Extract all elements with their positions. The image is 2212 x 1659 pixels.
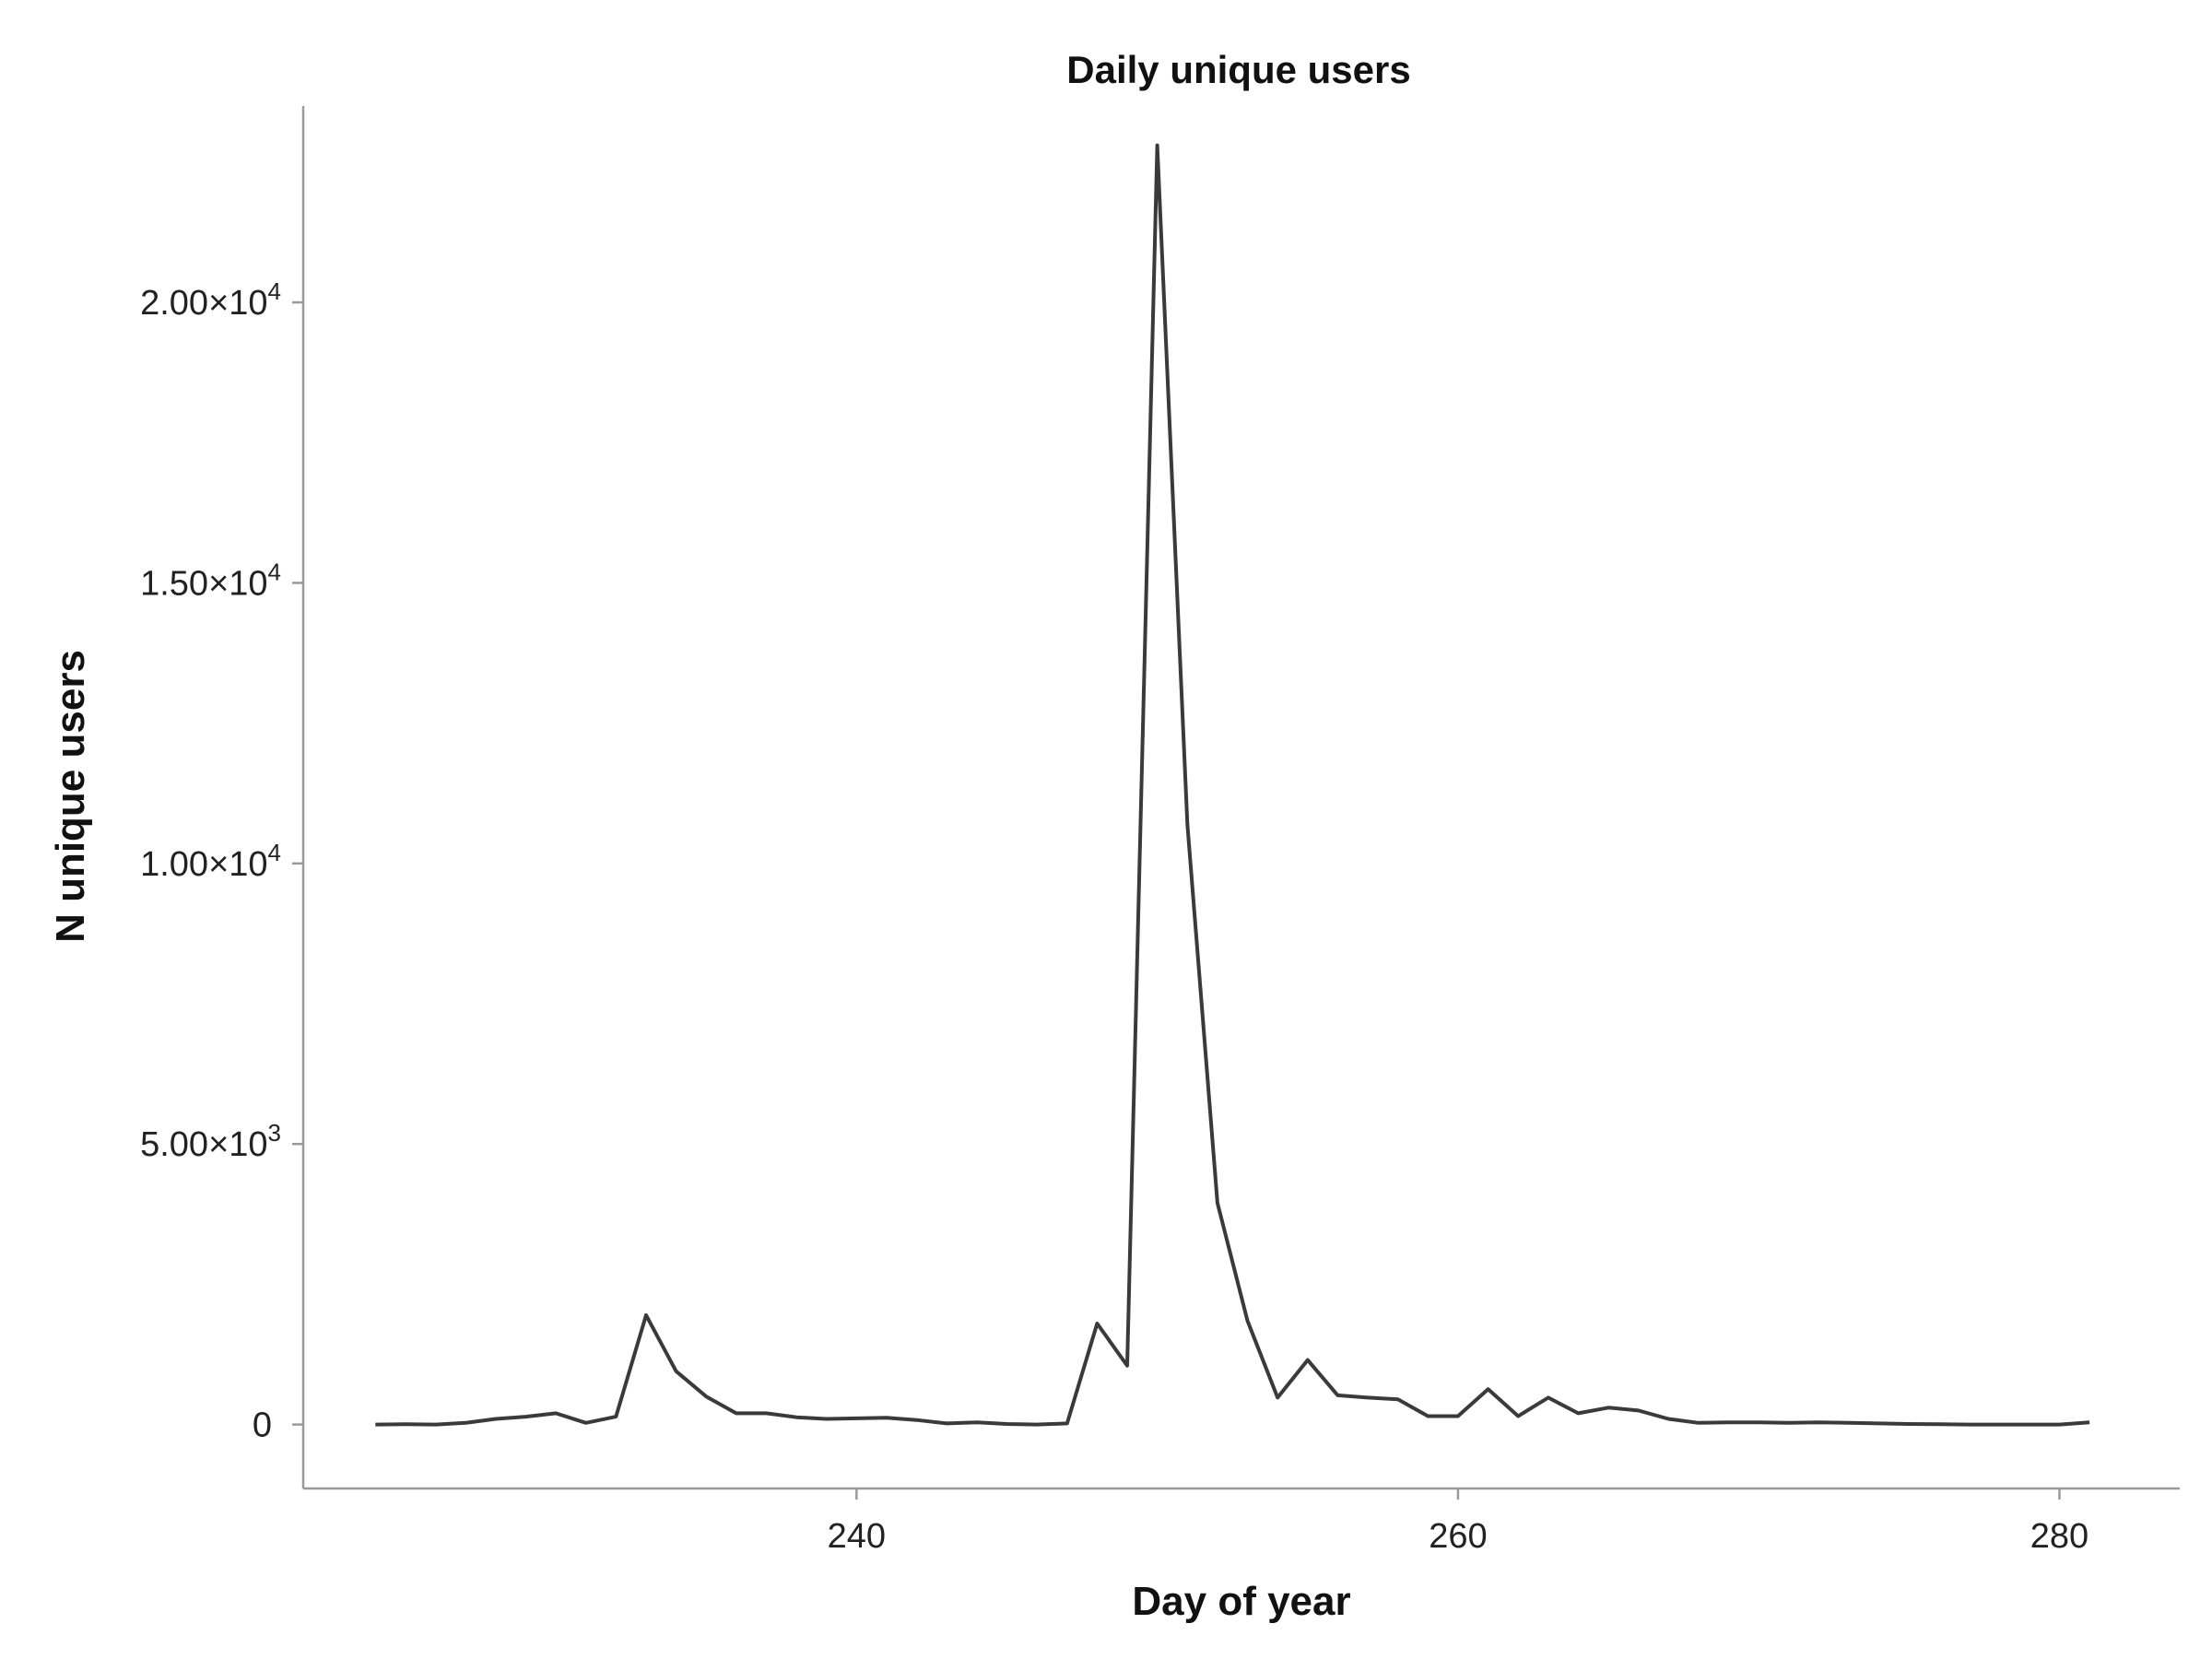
x-axis-label: Day of year (1132, 1579, 1350, 1624)
x-tick-label: 280 (2030, 1517, 2088, 1556)
x-ticks: 240 260 280 (828, 1488, 2088, 1556)
y-tick-label: 2.00×104 (140, 277, 281, 323)
y-tick-label: 1.50×104 (140, 558, 281, 603)
y-axis-label: N unique users (48, 650, 93, 943)
y-tick-label: 1.00×104 (140, 839, 281, 884)
y-ticks: 0 5.00×103 1.00×104 1.50×104 2.00×104 (140, 277, 303, 1445)
x-tick-label: 260 (1429, 1517, 1487, 1556)
y-tick-label: 0 (253, 1406, 272, 1445)
x-tick-label: 240 (828, 1517, 886, 1556)
series-line (375, 143, 2090, 1427)
chart-title: Daily unique users (1066, 48, 1410, 91)
data-points (372, 143, 2092, 1428)
y-tick-label: 5.00×103 (140, 1119, 281, 1164)
